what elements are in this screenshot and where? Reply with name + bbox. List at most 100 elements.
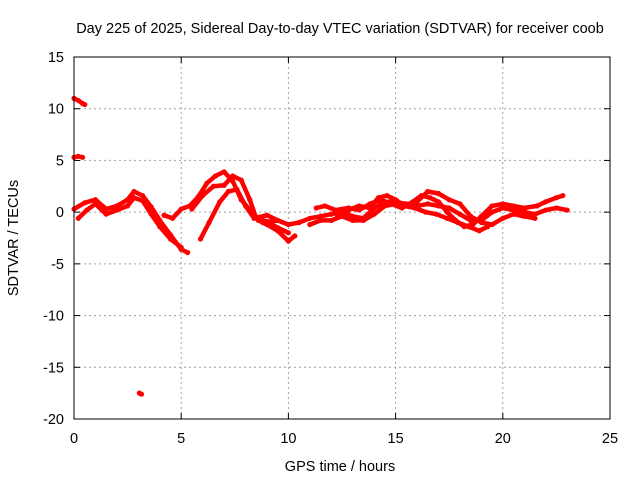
data-point: [125, 203, 131, 209]
data-point: [375, 195, 382, 201]
data-point: [161, 212, 167, 218]
y-axis-label: SDTVAR / TECUs: [6, 180, 22, 296]
data-point: [92, 201, 99, 207]
data-point: [322, 203, 328, 209]
x-tick-label: 15: [388, 431, 404, 447]
data-point: [521, 209, 527, 215]
data-point: [82, 101, 88, 108]
series-trace-b: [75, 195, 184, 250]
data-point: [367, 205, 373, 211]
data-point: [275, 217, 281, 224]
data-point: [84, 207, 90, 213]
y-tick-label: -10: [43, 309, 64, 325]
data-point: [500, 205, 506, 211]
data-point: [360, 217, 367, 224]
data-point: [543, 199, 549, 205]
data-point: [425, 188, 431, 195]
x-tick-label: 0: [70, 431, 78, 447]
data-point: [313, 205, 319, 211]
x-tick-label: 20: [495, 431, 511, 447]
series-trace: [335, 193, 491, 234]
data-point: [433, 211, 439, 217]
data-point: [510, 211, 517, 217]
series-isolated-upper-1: [71, 95, 88, 108]
series-isolated-low: [136, 390, 145, 397]
data-point: [157, 224, 163, 230]
x-tick-label: 25: [602, 431, 618, 447]
data-point: [553, 205, 560, 211]
data-point: [521, 205, 527, 211]
y-tick-label: -15: [43, 360, 64, 376]
data-point: [234, 186, 240, 192]
data-point: [264, 212, 270, 218]
data-point: [457, 201, 463, 207]
x-axis-label: GPS time / hours: [285, 459, 395, 475]
data-point: [221, 182, 227, 188]
data-point: [140, 192, 146, 199]
data-point: [242, 203, 249, 209]
data-point: [138, 391, 145, 397]
data-point: [307, 221, 313, 228]
data-point: [532, 215, 538, 221]
axis-ticks: 0 5 10 15 20 25 15 10 5 0 -5 -10 -15 -20: [43, 50, 618, 447]
plot-frame: [73, 56, 611, 420]
data-point: [292, 233, 298, 239]
data-point: [446, 205, 452, 211]
data-point: [204, 180, 210, 186]
series-isolated-upper-2: [71, 153, 86, 160]
grid: [74, 57, 610, 419]
y-tick-label: 15: [48, 50, 64, 66]
data-point: [414, 199, 420, 205]
data-point: [221, 169, 227, 175]
series-trace-i: [335, 192, 491, 234]
y-tick-label: 5: [56, 153, 64, 169]
data-point: [393, 197, 399, 203]
data-point: [225, 188, 231, 195]
data-point: [335, 213, 341, 219]
data-point: [167, 236, 174, 242]
data-point: [412, 205, 418, 211]
data-point: [328, 217, 334, 224]
data-point: [425, 201, 431, 207]
data-point: [500, 201, 506, 207]
data-point: [356, 203, 362, 209]
data-point: [328, 211, 334, 217]
data-point: [131, 188, 137, 195]
data-point: [285, 230, 291, 236]
data-point: [478, 213, 484, 219]
data-point: [500, 215, 506, 221]
data-point: [114, 207, 120, 213]
data-point: [296, 219, 302, 226]
data-point: [178, 206, 184, 212]
data-point: [468, 213, 474, 219]
data-point: [82, 200, 88, 206]
data-point: [435, 190, 442, 197]
data-point: [427, 195, 433, 201]
data-point: [444, 215, 450, 221]
data-point: [103, 211, 109, 217]
data-point: [446, 197, 452, 203]
data-point: [476, 228, 482, 234]
data-point: [560, 192, 566, 199]
data-point: [543, 207, 549, 213]
data-point: [423, 209, 429, 215]
data-point: [206, 219, 212, 226]
y-tick-label: -5: [51, 257, 64, 273]
data-point: [382, 203, 388, 209]
data-point: [79, 154, 86, 160]
y-tick-label: 0: [56, 205, 64, 221]
data-point: [317, 213, 324, 219]
data-point: [260, 219, 266, 226]
data-point: [92, 197, 99, 203]
series-trace-e: [197, 186, 281, 242]
data-point: [371, 211, 377, 217]
data-point: [457, 211, 463, 217]
data-point: [489, 221, 495, 228]
data-point: [332, 207, 339, 213]
data-point: [345, 207, 352, 213]
data-point: [401, 203, 407, 209]
series-trace: [161, 169, 298, 244]
data-point: [489, 203, 495, 209]
data-point: [75, 97, 81, 104]
